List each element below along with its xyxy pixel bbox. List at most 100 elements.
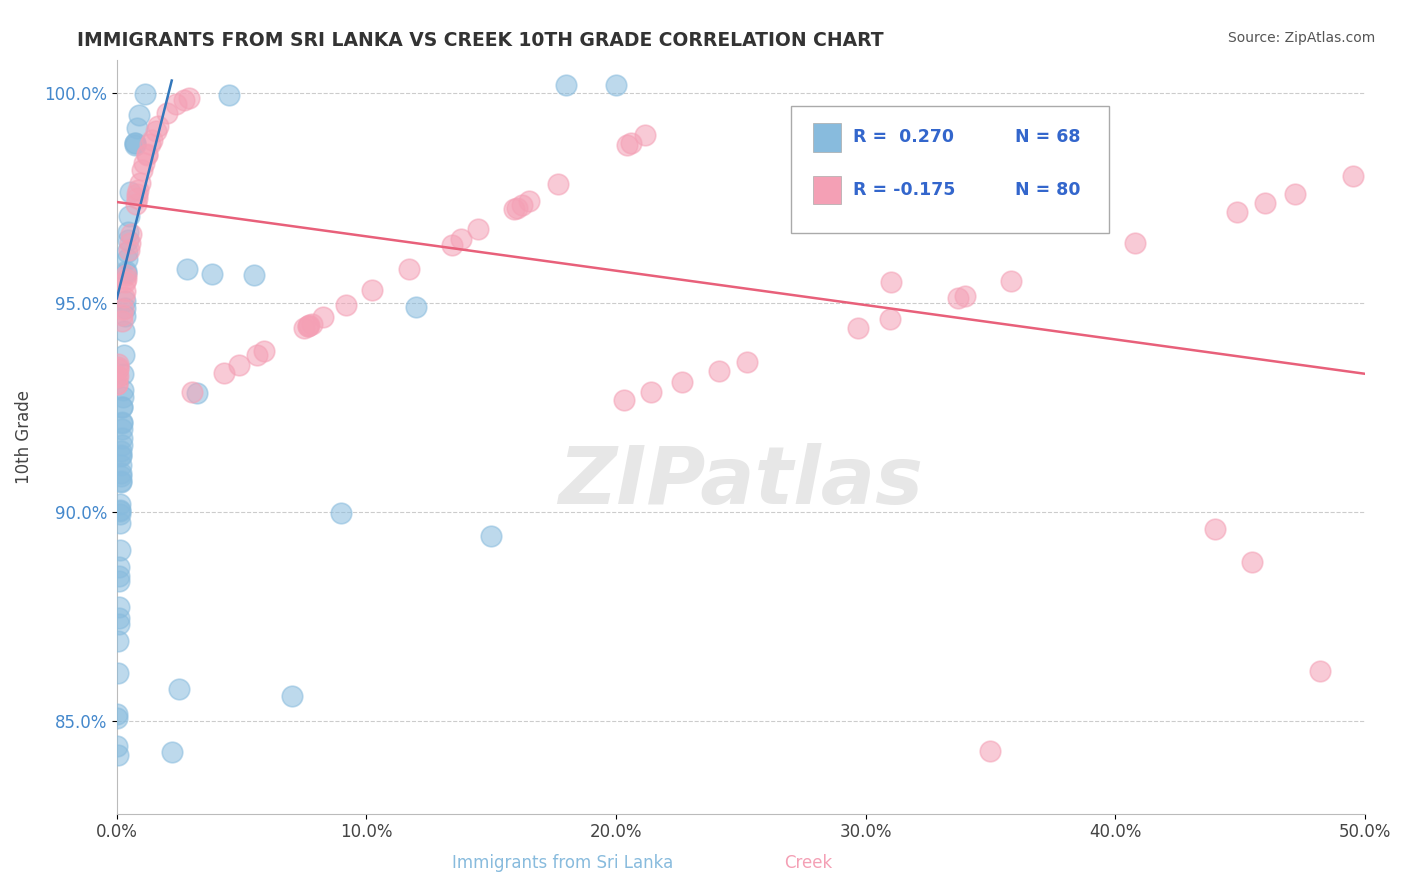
Point [124, 136, 146, 150]
Point [110, 508, 132, 522]
Point [110, 448, 132, 462]
Point [297, 319, 319, 334]
Point [108, 568, 131, 582]
Point [180, 384, 202, 399]
Point [479, 529, 502, 543]
Point [212, 367, 235, 381]
Point [107, 633, 129, 648]
Point [165, 97, 187, 112]
Point [111, 308, 134, 322]
Point [111, 432, 134, 446]
Point [115, 252, 138, 266]
Point [510, 198, 533, 212]
FancyBboxPatch shape [790, 106, 1109, 233]
Point [1204, 522, 1226, 536]
Point [120, 186, 142, 200]
Point [111, 422, 134, 436]
Point [112, 290, 135, 304]
Point [110, 503, 132, 517]
Point [605, 78, 627, 92]
Point [735, 355, 758, 369]
Point [114, 309, 136, 323]
Point [107, 599, 129, 614]
Point [946, 291, 969, 305]
Point [330, 506, 353, 520]
Point [1309, 664, 1331, 678]
Point [134, 87, 156, 102]
Point [243, 268, 266, 282]
Bar [813, 123, 841, 152]
Point [979, 744, 1001, 758]
Point [110, 444, 132, 458]
Point [111, 302, 134, 317]
Point [173, 93, 195, 107]
Point [127, 183, 149, 197]
Point [519, 194, 541, 208]
Point [107, 359, 129, 374]
Point [1284, 186, 1306, 201]
Point [1241, 555, 1264, 569]
Point [110, 449, 132, 463]
Point [107, 357, 129, 371]
Point [141, 133, 163, 147]
Point [125, 191, 148, 205]
Point [440, 237, 463, 252]
Point [108, 542, 131, 557]
Point [879, 311, 901, 326]
Point [547, 178, 569, 192]
Point [107, 747, 129, 762]
Point [105, 711, 128, 725]
Point [128, 107, 150, 121]
Point [120, 227, 142, 241]
Point [110, 466, 132, 480]
Point [111, 415, 134, 429]
Point [110, 438, 132, 452]
Point [112, 367, 135, 381]
Point [228, 358, 250, 372]
Point [114, 284, 136, 298]
Point [125, 120, 148, 135]
Text: ZIPatlas: ZIPatlas [558, 442, 924, 521]
Point [111, 390, 134, 404]
Point [297, 318, 319, 333]
Text: N = 68: N = 68 [1015, 128, 1081, 146]
Point [110, 497, 132, 511]
Point [110, 475, 132, 490]
Point [118, 209, 141, 223]
Point [294, 321, 316, 335]
Point [176, 262, 198, 277]
Point [108, 560, 131, 574]
Point [246, 348, 269, 362]
Point [335, 297, 357, 311]
Point [107, 361, 129, 376]
Point [1000, 275, 1022, 289]
Point [111, 416, 134, 430]
Text: R = -0.175: R = -0.175 [853, 181, 956, 199]
Point [139, 136, 162, 151]
Point [117, 233, 139, 247]
Point [114, 275, 136, 289]
Point [135, 147, 157, 161]
Point [105, 376, 128, 391]
Point [111, 400, 134, 414]
Point [114, 301, 136, 315]
Point [112, 325, 135, 339]
Point [298, 318, 321, 333]
Point [111, 383, 134, 397]
Point [707, 364, 730, 378]
Y-axis label: 10th Grade: 10th Grade [15, 390, 32, 483]
Point [167, 682, 190, 697]
Point [110, 458, 132, 472]
Point [186, 386, 208, 401]
Point [108, 574, 131, 588]
Point [879, 275, 901, 289]
Point [1123, 236, 1146, 251]
Point [107, 611, 129, 625]
Point [503, 202, 526, 217]
Point [118, 244, 141, 258]
Point [135, 147, 157, 161]
Point [131, 163, 153, 178]
Point [110, 504, 132, 518]
Point [114, 293, 136, 308]
Point [1254, 196, 1277, 211]
